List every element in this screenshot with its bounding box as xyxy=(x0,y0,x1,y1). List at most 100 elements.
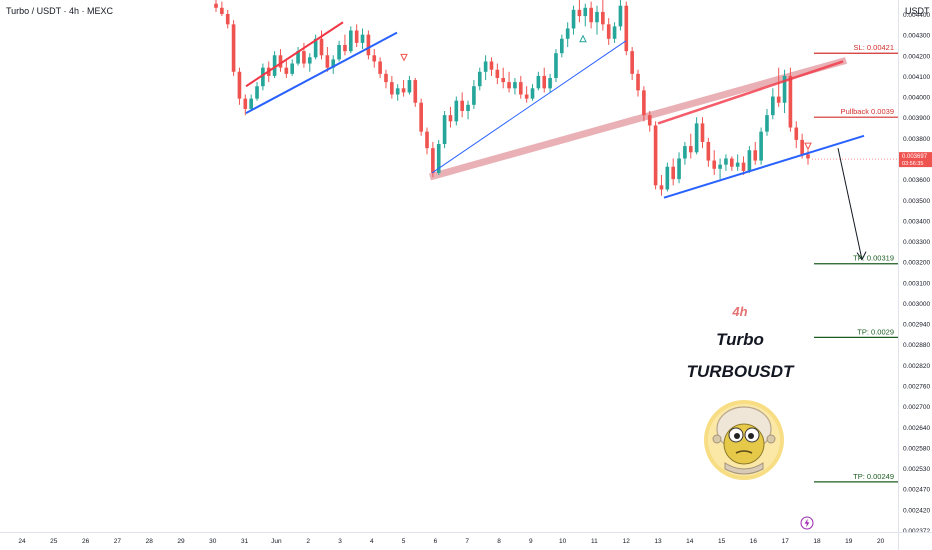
time-tick-label: 7 xyxy=(465,538,469,545)
candle-body xyxy=(530,88,535,99)
candle-body xyxy=(366,34,371,56)
candle-body xyxy=(448,115,453,122)
candle-body xyxy=(577,9,582,17)
candle-body xyxy=(694,123,699,153)
candle-body xyxy=(776,96,781,103)
candle-body xyxy=(395,88,400,95)
uptrend-line xyxy=(431,40,627,174)
time-tick-label: 20 xyxy=(877,538,885,545)
ticker-label: TURBOUSDT xyxy=(686,362,794,381)
candle-body xyxy=(747,150,752,171)
price-tick-label: 0.004000 xyxy=(903,95,930,102)
price-tick-label: 0.003000 xyxy=(903,301,930,308)
candle-body xyxy=(331,59,336,68)
candle-body xyxy=(261,67,265,87)
candle-body xyxy=(296,51,300,64)
candle-body xyxy=(495,69,500,78)
candle-body xyxy=(765,115,769,132)
current-price-value: 0.003697 xyxy=(902,154,928,160)
time-tick-label: 25 xyxy=(50,538,58,545)
take-profit-level-label: TP: 0.00249 xyxy=(853,472,894,481)
candle-body xyxy=(225,14,230,25)
candle-body xyxy=(612,26,617,39)
price-tick-label: 0.002880 xyxy=(903,342,930,349)
candle-countdown: 03:56:35 xyxy=(902,161,923,167)
price-tick-label: 0.003800 xyxy=(903,136,930,143)
time-tick-label: 24 xyxy=(18,538,26,545)
lightning-icon[interactable] xyxy=(800,516,814,530)
candle-body xyxy=(741,162,746,171)
projection-arrow-line xyxy=(837,148,863,260)
candle-body xyxy=(606,24,611,39)
price-tick-label: 0.003400 xyxy=(903,218,930,225)
time-axis-divider xyxy=(0,532,932,533)
candle-body xyxy=(536,75,541,89)
price-tick-label: 0.002700 xyxy=(903,404,930,411)
candle-body xyxy=(436,144,441,173)
channel-resistance-line xyxy=(245,21,344,88)
candle-body xyxy=(524,94,529,99)
candle-body xyxy=(348,30,353,52)
wedge-resistance-line xyxy=(657,60,844,125)
take-profit-level-label: TP: 0.00319 xyxy=(853,254,894,263)
candle-body xyxy=(489,61,494,70)
candle-body xyxy=(460,100,464,112)
candle-body xyxy=(636,73,640,91)
time-tick-label: 9 xyxy=(529,538,533,545)
candle-body xyxy=(518,82,523,95)
candle-body xyxy=(243,98,248,109)
candle-body xyxy=(302,51,306,64)
channel-support-line xyxy=(245,31,398,114)
take-profit-level-label: TP: 0.0029 xyxy=(857,327,894,336)
time-tick-label: 27 xyxy=(114,538,122,545)
candle-body xyxy=(384,73,388,83)
current-price-tag xyxy=(899,152,932,168)
trend-zone xyxy=(429,57,847,181)
sell-signal-marker xyxy=(804,142,812,151)
candle-body xyxy=(419,102,423,132)
candle-body xyxy=(729,158,734,167)
candle-body xyxy=(677,158,681,180)
time-tick-label: 10 xyxy=(559,538,567,545)
time-tick-label: 15 xyxy=(718,538,726,545)
time-tick-label: 2 xyxy=(306,538,310,545)
time-tick-label: 12 xyxy=(623,538,631,545)
price-tick-label: 0.002820 xyxy=(903,363,930,370)
candle-body xyxy=(214,3,218,8)
candle-body xyxy=(653,125,658,186)
price-tick-label: 0.003100 xyxy=(903,280,930,287)
candle-body xyxy=(718,164,722,169)
wedge-support-line xyxy=(663,134,865,199)
candle-body xyxy=(237,71,242,99)
price-tick-label: 0.003500 xyxy=(903,198,930,205)
candle-body xyxy=(560,38,564,54)
time-tick-label: 11 xyxy=(591,538,598,545)
candle-body xyxy=(788,75,793,128)
stop-level-label: SL: 0.00421 xyxy=(854,43,894,52)
candle-body xyxy=(665,166,670,190)
candle-body xyxy=(442,115,447,145)
price-tick-label: 0.004200 xyxy=(903,53,930,60)
candle-body xyxy=(472,86,476,105)
candle-body xyxy=(220,7,224,14)
candle-body xyxy=(284,67,289,74)
candle-body xyxy=(354,30,359,43)
candle-body xyxy=(554,53,558,78)
time-tick-label: 19 xyxy=(845,538,853,545)
timeframe-label: 4h xyxy=(732,304,748,319)
candle-body xyxy=(688,146,693,153)
price-tick-label: 0.002940 xyxy=(903,322,930,329)
candle-body xyxy=(624,5,629,52)
time-tick-label: 31 xyxy=(241,538,249,545)
candle-body xyxy=(319,38,324,56)
time-tick-label: 30 xyxy=(209,538,217,545)
candle-body xyxy=(501,77,506,83)
candle-body xyxy=(378,61,382,74)
time-tick-label: 17 xyxy=(782,538,790,545)
candle-body xyxy=(759,131,763,161)
candle-body xyxy=(706,141,711,161)
candle-body xyxy=(272,55,277,76)
price-tick-label: 0.004300 xyxy=(903,33,930,40)
